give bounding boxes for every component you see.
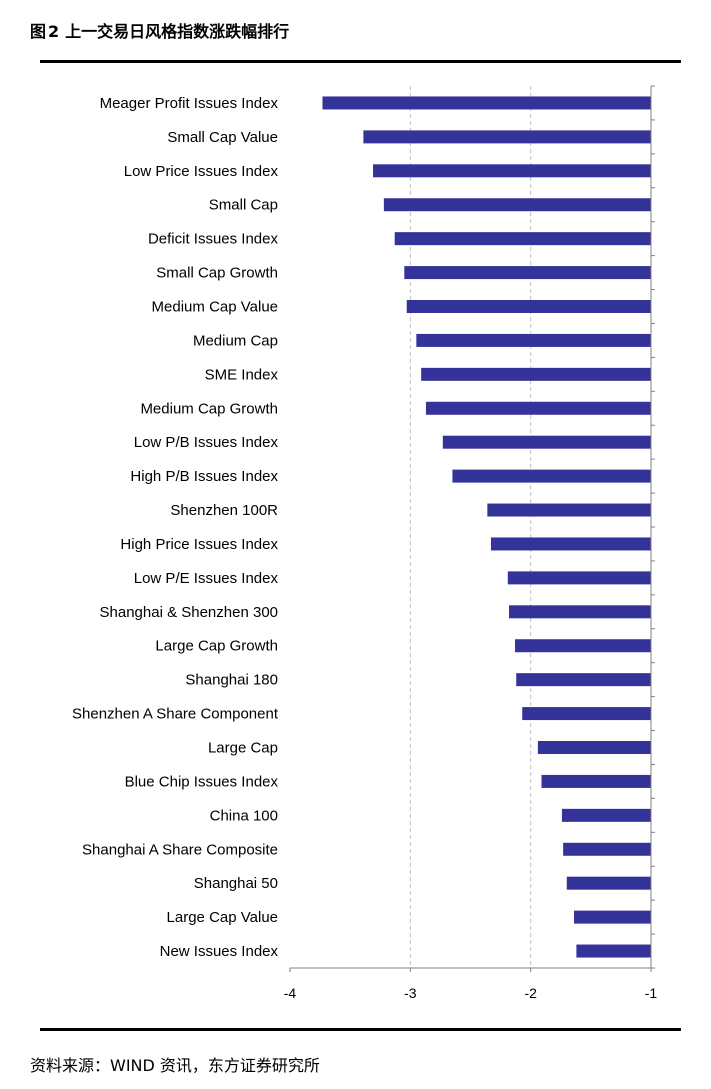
bar (563, 842, 651, 856)
bar (541, 774, 651, 788)
figure-title-text: 上一交易日风格指数涨跌幅排行 (65, 22, 290, 41)
category-label: Shanghai 50 (194, 875, 278, 892)
x-axis: -4 -3 -2 -1 (284, 85, 658, 1001)
category-label: Low Price Issues Index (124, 163, 279, 180)
figure-number: 2 (48, 22, 60, 41)
bar (573, 910, 651, 924)
category-label: China 100 (210, 807, 278, 824)
category-label: Medium Cap (193, 332, 278, 349)
category-label: Large Cap Value (167, 909, 278, 926)
category-label: Meager Profit Issues Index (100, 95, 279, 112)
category-label: Blue Chip Issues Index (125, 773, 279, 790)
category-label: Shanghai A Share Composite (82, 841, 278, 858)
bar (406, 300, 651, 313)
bar (394, 232, 651, 246)
bar (322, 96, 651, 110)
category-label: New Issues Index (160, 943, 279, 960)
top-rule (40, 60, 681, 63)
bar (442, 435, 651, 449)
source-note: 资料来源：WIND 资讯，东方证券研究所 (30, 1056, 320, 1075)
category-label: Small Cap (209, 197, 278, 214)
category-label: Deficit Issues Index (148, 231, 279, 248)
category-labels: Meager Profit Issues Index Small Cap Valu… (72, 95, 279, 960)
category-label: Low P/B Issues Index (134, 434, 279, 451)
bar (561, 808, 651, 822)
bars (322, 96, 651, 958)
category-label: Small Cap Growth (156, 265, 278, 282)
x-tick-label: -4 (284, 985, 297, 1001)
bar (507, 571, 651, 585)
bar (515, 639, 651, 653)
x-tick-label: -3 (404, 985, 417, 1001)
bar (383, 198, 651, 212)
bar (537, 741, 651, 754)
bar (425, 401, 651, 415)
bar (576, 944, 651, 958)
category-label: High P/B Issues Index (130, 468, 278, 485)
category-label: Small Cap Value (167, 129, 278, 146)
category-label: Shenzhen 100R (170, 502, 278, 519)
category-label: Shanghai & Shenzhen 300 (100, 604, 278, 621)
bar (516, 673, 651, 687)
category-label: Shenzhen A Share Component (72, 706, 279, 723)
category-label: High Price Issues Index (120, 536, 278, 553)
bottom-rule (40, 1028, 681, 1031)
category-label: Low P/E Issues Index (134, 570, 279, 587)
bar (490, 537, 651, 551)
bar (421, 367, 651, 381)
category-label: Large Cap Growth (155, 638, 278, 655)
bar (404, 266, 651, 280)
bar (373, 164, 651, 178)
bar (363, 130, 651, 144)
figure-title: 图 2 上一交易日风格指数涨跌幅排行 (30, 18, 289, 42)
category-label: Medium Cap Growth (140, 400, 278, 417)
category-label: Medium Cap Value (152, 299, 278, 316)
category-label: SME Index (205, 366, 279, 383)
bar (452, 469, 651, 483)
bar (487, 503, 651, 517)
bar (566, 876, 651, 890)
x-tick-label: -1 (645, 985, 658, 1001)
category-label: Shanghai 180 (185, 672, 278, 689)
bar (509, 605, 651, 619)
grid-lines (409, 86, 532, 968)
bar (522, 707, 651, 721)
bar (416, 333, 651, 347)
category-label: Large Cap (208, 740, 278, 757)
figure-label: 图 (30, 22, 47, 41)
x-tick-label: -2 (524, 985, 537, 1001)
